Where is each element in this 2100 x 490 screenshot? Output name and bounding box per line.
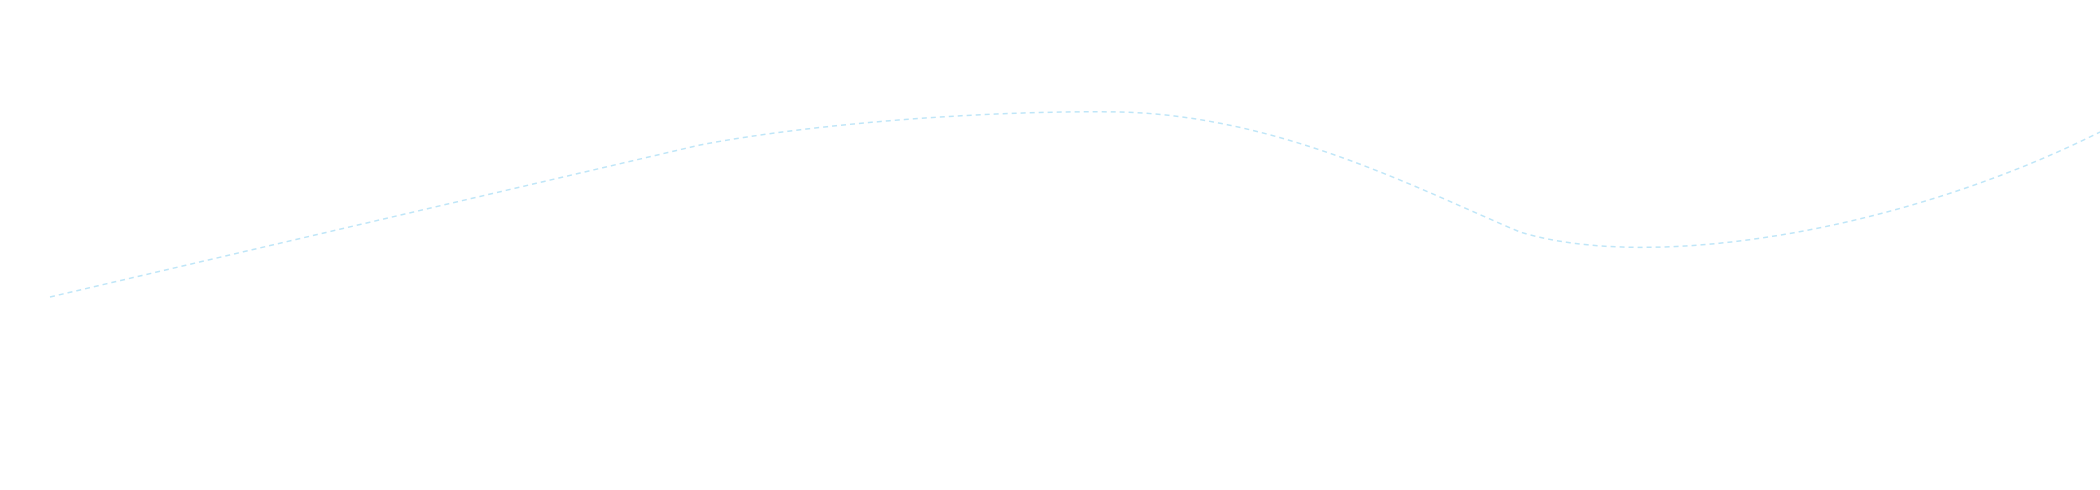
dashed-wave-line — [49, 111, 2100, 298]
